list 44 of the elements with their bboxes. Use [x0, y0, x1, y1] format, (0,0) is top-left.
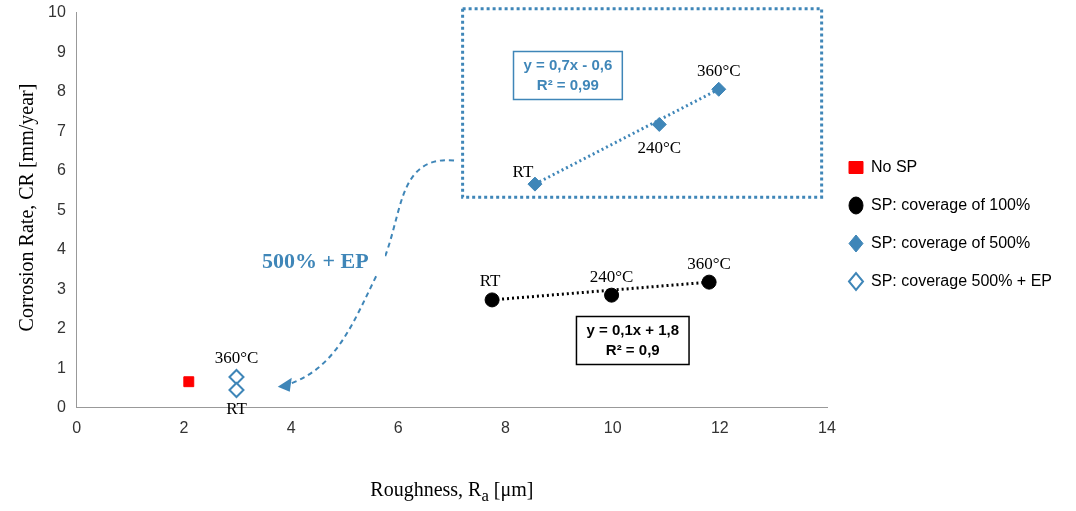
legend-label: SP: coverage 500% + EP [871, 271, 1052, 289]
annotation: 360°C [214, 348, 259, 368]
point [651, 116, 667, 132]
point [527, 176, 543, 192]
x-tick-label: 6 [393, 418, 403, 436]
y-axis-title: Corrosion Rate, CR [mm/year] [14, 82, 38, 334]
x-tick-label: 2 [179, 418, 189, 436]
x-tick-label: 12 [710, 418, 729, 436]
x-tick-label: 14 [818, 418, 836, 436]
x-axis-title: Roughness, R$_{a}$ [μm] [369, 478, 535, 506]
x-tick-label: 4 [286, 418, 296, 436]
annotation: y = 0,7x - 0,6 R² = 0,99 [523, 55, 613, 93]
x-tick-label: 8 [501, 418, 511, 436]
y-tick-label: 1 [56, 358, 66, 376]
y-tick-label: 6 [56, 161, 66, 179]
y-tick-label: 10 [48, 3, 66, 21]
annotation: RT [479, 271, 502, 291]
legend-label: No SP [871, 157, 918, 175]
y-tick-label: 0 [56, 398, 66, 416]
annotation: RT [226, 399, 248, 419]
annotation: y = 0,1x + 1,8 R² = 0,9 [586, 320, 680, 358]
x-tick-label: 10 [603, 418, 622, 436]
y-tick-label: 2 [56, 319, 66, 337]
y-tick-label: 4 [56, 240, 66, 258]
y-tick-label: 7 [56, 121, 66, 139]
annotation: 360°C [696, 60, 741, 80]
x-tick-label: 0 [72, 418, 82, 436]
point [228, 382, 245, 399]
y-tick-label: 3 [56, 279, 66, 297]
legend-label: SP: coverage of 500% [871, 233, 1031, 251]
annotation: 500% + EP [245, 247, 386, 274]
legend-label: SP: coverage of 100% [871, 195, 1031, 213]
point [484, 292, 500, 308]
point [604, 287, 620, 303]
annotation: 240°C [589, 266, 634, 286]
y-tick-label: 9 [56, 42, 66, 60]
point [701, 274, 717, 290]
point [183, 376, 195, 388]
annotation: 360°C [687, 253, 731, 273]
annotation: RT [512, 161, 534, 181]
y-tick-label: 5 [56, 200, 66, 218]
y-tick-label: 8 [56, 82, 66, 100]
point [711, 81, 727, 97]
annotation: 240°C [637, 137, 682, 157]
